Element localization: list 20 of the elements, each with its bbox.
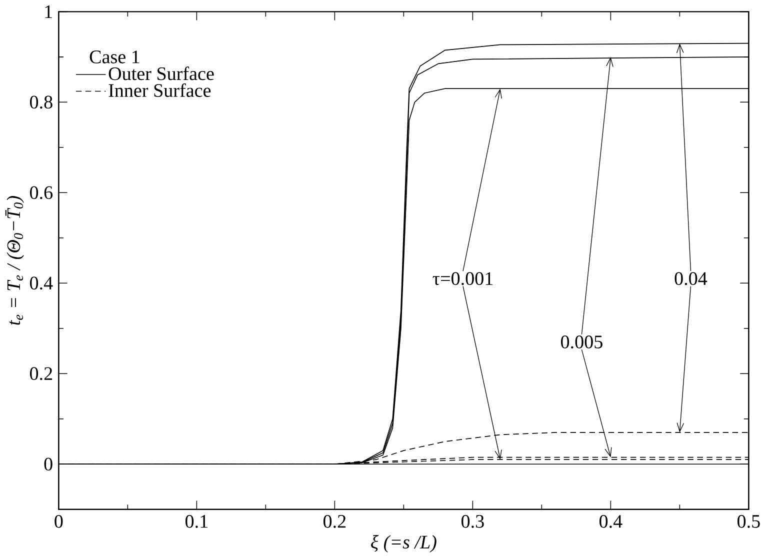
annotation: 0.005 <box>560 336 602 349</box>
legend-title: Case 1 <box>90 50 140 64</box>
legend-label: Inner Surface <box>108 83 211 98</box>
x-tick-label: 0.1 <box>186 515 208 528</box>
y-tick-label: 0.2 <box>30 367 52 380</box>
x-axis-title: ξ (=s /L) <box>371 535 436 553</box>
annotation: 0.04 <box>674 272 708 286</box>
y-tick-label: 0.6 <box>30 186 53 200</box>
y-tick-label: 0.4 <box>30 276 53 290</box>
x-tick-label: 0.3 <box>462 515 484 528</box>
x-tick-label: 0 <box>54 515 63 528</box>
legend-label: Outer Surface <box>108 66 214 80</box>
y-tick-label: 0.8 <box>30 96 52 109</box>
annotation: τ=0.001 <box>432 272 493 286</box>
x-tick-label: 0.4 <box>600 515 622 528</box>
y-tick-label: 1 <box>45 5 52 18</box>
y-tick-label: 0 <box>44 458 52 471</box>
text: t$_{e}$ = T$_{e}$ / (Θ$_{0}$−T̄$_{0}$) <box>5 196 24 325</box>
x-tick-label: 0.2 <box>324 515 346 528</box>
x-tick-label: 0.5 <box>738 515 760 528</box>
